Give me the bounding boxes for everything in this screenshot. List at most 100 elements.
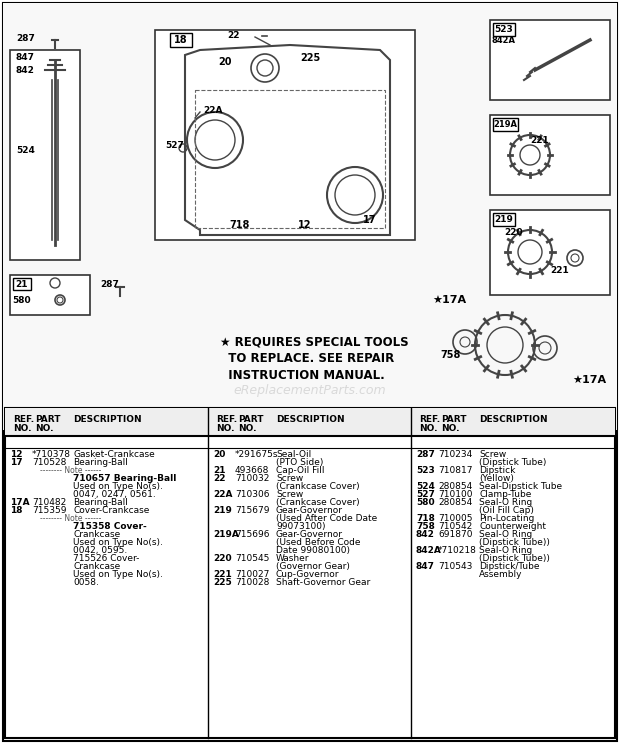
Text: 710032: 710032 (235, 474, 269, 483)
Text: 523: 523 (416, 466, 435, 475)
Bar (195, 90, 385, 228)
Text: 21: 21 (213, 466, 226, 475)
Text: 847: 847 (16, 53, 35, 62)
Text: 219A: 219A (213, 530, 239, 539)
Text: 715526 Cover-: 715526 Cover- (73, 554, 140, 563)
Text: DESCRIPTION: DESCRIPTION (73, 415, 141, 424)
Text: Date 99080100): Date 99080100) (276, 546, 350, 555)
Text: 17: 17 (10, 458, 22, 467)
Bar (490, 210, 610, 295)
Text: ★17A: ★17A (432, 295, 466, 305)
Text: (Dipstick Tube): (Dipstick Tube) (479, 458, 546, 467)
Text: NO.: NO. (419, 424, 438, 433)
Text: PART: PART (35, 415, 61, 424)
Bar (5, 408, 615, 738)
Text: REF.: REF. (13, 415, 34, 424)
Text: (PTO Side): (PTO Side) (276, 458, 324, 467)
Bar (493, 118, 518, 131)
Text: ★ REQUIRES SPECIAL TOOLS
  TO REPLACE. SEE REPAIR
  INSTRUCTION MANUAL.: ★ REQUIRES SPECIAL TOOLS TO REPLACE. SEE… (220, 335, 409, 382)
Text: 221: 221 (531, 135, 549, 144)
Text: 287: 287 (16, 33, 35, 42)
Text: Shaft-Governor Gear: Shaft-Governor Gear (276, 578, 370, 587)
Text: 710528: 710528 (32, 458, 66, 467)
Text: 580: 580 (416, 498, 435, 507)
Text: (Crankcase Cover): (Crankcase Cover) (276, 482, 360, 491)
Text: 710542: 710542 (438, 522, 472, 531)
Text: PART: PART (441, 415, 466, 424)
Text: (Used Before Code: (Used Before Code (276, 538, 360, 547)
Bar (493, 213, 515, 226)
Text: Pin-Locating: Pin-Locating (479, 514, 534, 523)
Text: 758: 758 (416, 522, 435, 531)
Text: 710100: 710100 (438, 490, 472, 499)
Text: 17A: 17A (10, 498, 30, 507)
Text: 715696: 715696 (235, 530, 270, 539)
Text: 847: 847 (416, 562, 435, 571)
Text: 225: 225 (213, 578, 232, 587)
Text: 710028: 710028 (235, 578, 269, 587)
Text: 718: 718 (416, 514, 435, 523)
Text: 99073100): 99073100) (276, 522, 326, 531)
Text: eReplacementParts.com: eReplacementParts.com (234, 383, 386, 397)
Text: Seal-O Ring: Seal-O Ring (479, 546, 532, 555)
Text: (Used After Code Date: (Used After Code Date (276, 514, 377, 523)
Text: 527: 527 (166, 141, 184, 150)
Text: (Crankcase Cover): (Crankcase Cover) (276, 498, 360, 507)
Text: 710306: 710306 (235, 490, 270, 499)
Bar (490, 20, 610, 100)
Text: Used on Type No(s).: Used on Type No(s). (73, 570, 163, 579)
Text: REF.: REF. (419, 415, 440, 424)
Text: NO.: NO. (35, 424, 53, 433)
Text: 691870: 691870 (438, 530, 472, 539)
Text: Gear-Governor: Gear-Governor (276, 530, 343, 539)
Bar (3, 3, 617, 430)
Text: Screw: Screw (276, 474, 303, 483)
Text: Counterweight: Counterweight (479, 522, 546, 531)
Text: 287: 287 (416, 450, 435, 459)
Text: 280854: 280854 (438, 498, 472, 507)
Text: PART: PART (238, 415, 264, 424)
Text: 0042, 0595.: 0042, 0595. (73, 546, 127, 555)
Text: Washer: Washer (276, 554, 309, 563)
Bar (493, 23, 515, 36)
Text: 22: 22 (213, 474, 226, 483)
Text: 22: 22 (227, 31, 239, 39)
Text: 710543: 710543 (438, 562, 472, 571)
Text: 219: 219 (213, 506, 232, 515)
Text: NO.: NO. (13, 424, 32, 433)
Text: 18: 18 (10, 506, 22, 515)
Text: 524: 524 (416, 482, 435, 491)
Text: 842: 842 (416, 530, 435, 539)
Text: Cover-Crankcase: Cover-Crankcase (73, 506, 149, 515)
Text: 715358 Cover-: 715358 Cover- (73, 522, 147, 531)
Bar (10, 275, 90, 315)
Text: 219: 219 (495, 214, 513, 223)
Text: 718: 718 (230, 220, 250, 230)
Text: DESCRIPTION: DESCRIPTION (276, 415, 345, 424)
Text: Seal-O Ring: Seal-O Ring (479, 530, 532, 539)
Text: 842: 842 (16, 65, 35, 74)
Bar (13, 278, 31, 290)
Text: (Dipstick Tube)): (Dipstick Tube)) (479, 538, 550, 547)
Text: Assembly: Assembly (479, 570, 523, 579)
Text: *291675s: *291675s (235, 450, 278, 459)
Text: 21: 21 (16, 280, 29, 289)
Text: 710482: 710482 (32, 498, 66, 507)
Text: 710005: 710005 (438, 514, 472, 523)
Text: NO.: NO. (238, 424, 257, 433)
Text: *710378: *710378 (32, 450, 71, 459)
Text: Bearing-Ball: Bearing-Ball (73, 498, 128, 507)
Text: Clamp-Tube: Clamp-Tube (479, 490, 531, 499)
Text: 710027: 710027 (235, 570, 269, 579)
Text: Crankcase: Crankcase (73, 530, 120, 539)
Text: 715679: 715679 (235, 506, 270, 515)
Text: 523: 523 (495, 25, 513, 33)
Text: REF.: REF. (216, 415, 237, 424)
Text: Gasket-Crankcase: Gasket-Crankcase (73, 450, 155, 459)
Text: 18: 18 (174, 35, 188, 45)
Text: 493668: 493668 (235, 466, 269, 475)
Text: 22A: 22A (213, 490, 232, 499)
Text: ★17A: ★17A (572, 375, 606, 385)
Text: (Governor Gear): (Governor Gear) (276, 562, 350, 571)
Text: 280854: 280854 (438, 482, 472, 491)
